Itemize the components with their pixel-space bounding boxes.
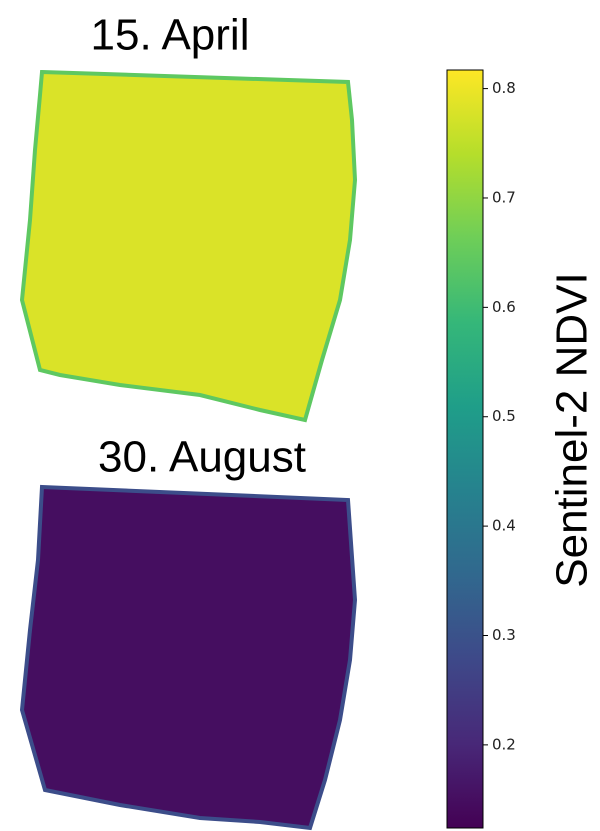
colorbar — [447, 70, 483, 828]
tick-label: 0.6 — [492, 298, 516, 316]
ndvi-field — [22, 72, 355, 420]
tick-label: 0.5 — [492, 407, 516, 425]
ndvi-field — [22, 487, 355, 828]
colorbar-label: Sentinel-2 NDVI — [548, 272, 597, 587]
panel-title: 30. August — [98, 433, 306, 482]
tick-label: 0.8 — [492, 79, 516, 97]
tick-label: 0.4 — [492, 517, 516, 535]
panel-title: 15. April — [91, 11, 250, 60]
tick-label: 0.3 — [492, 626, 516, 644]
tick-label: 0.2 — [492, 735, 516, 753]
figure: 15. April 30. August Sentinel-2 NDVI 0.2… — [0, 0, 600, 831]
tick-label: 0.7 — [492, 188, 516, 206]
